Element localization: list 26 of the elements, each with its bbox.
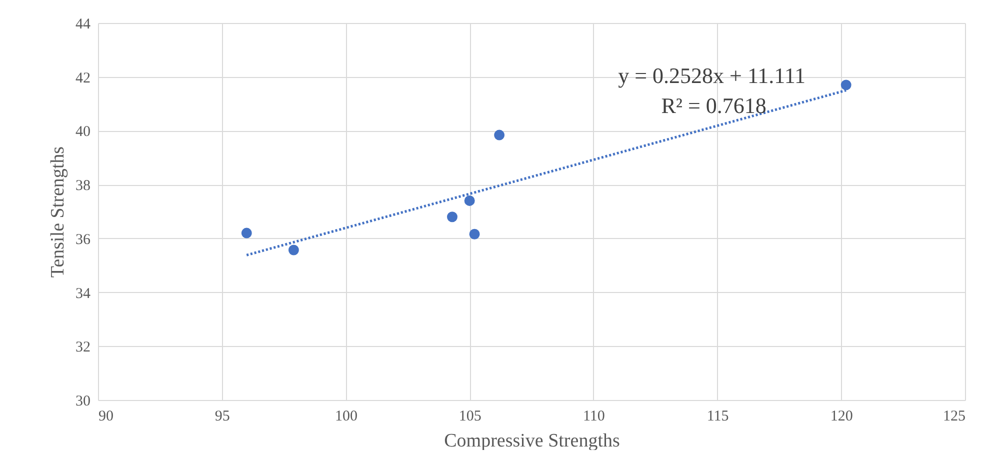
- point: [469, 228, 480, 240]
- point: [840, 80, 852, 90]
- x-tick-label: 100: [334, 408, 358, 424]
- y-tick-label: 40: [76, 124, 90, 140]
- x-tick-label: 110: [582, 408, 605, 424]
- y-tick-label: 44: [76, 16, 91, 32]
- y-tick-label: 32: [76, 340, 90, 356]
- y-tick-label: 38: [76, 178, 90, 194]
- point: [494, 130, 505, 140]
- x-tick-label: 120: [830, 408, 853, 424]
- point: [464, 195, 475, 206]
- x-tick-label: 90: [98, 408, 114, 424]
- y-tick-label: 36: [76, 232, 91, 248]
- y-tick-label: 42: [76, 70, 90, 86]
- annotation: y = 0.2528x + 11.111: [618, 63, 806, 88]
- x-tick-label: 115: [706, 408, 729, 424]
- point: [446, 212, 458, 222]
- x-tick-label: 95: [214, 408, 230, 424]
- point: [288, 244, 299, 256]
- y-tick-label: 34: [76, 286, 91, 302]
- x-tick-label: 125: [943, 408, 966, 424]
- point: [241, 228, 252, 238]
- y-axis-title: Tensile Strengths: [48, 146, 68, 278]
- x-tick-label: 105: [458, 408, 482, 424]
- annotation: R² = 0.7618: [661, 93, 766, 118]
- y-tick-label: 30: [76, 394, 90, 410]
